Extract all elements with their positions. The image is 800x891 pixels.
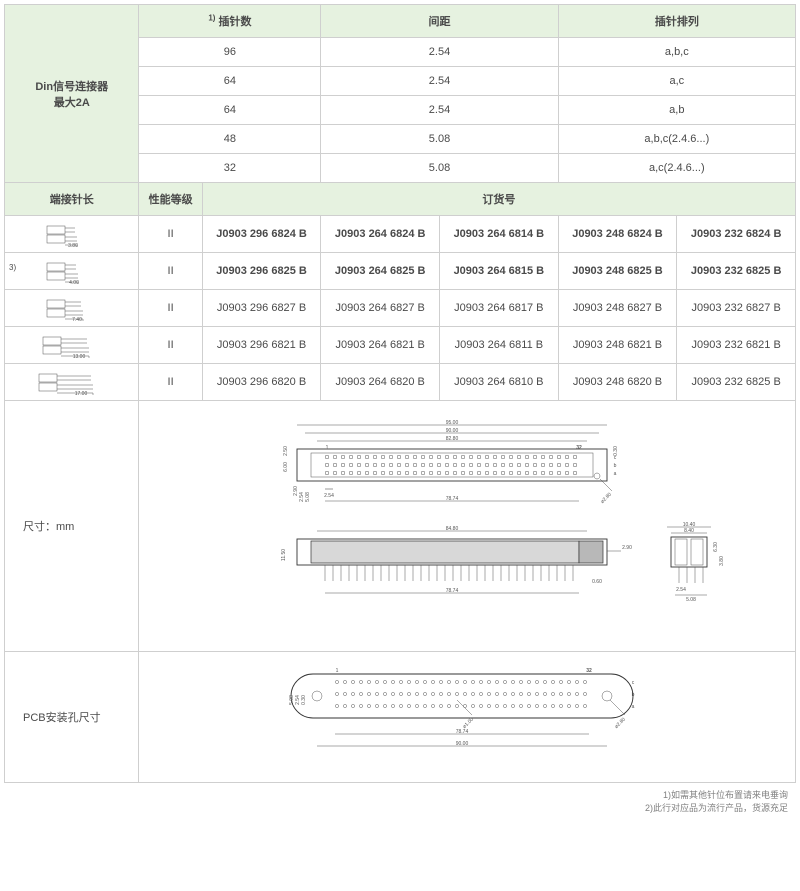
- table-row: 17.00 II J0903 296 6820 B J0903 264 6820…: [5, 364, 796, 401]
- svg-text:13.00: 13.00: [72, 354, 85, 359]
- svg-text:0.30: 0.30: [613, 446, 619, 456]
- pin-icon-cell: 7.40: [5, 290, 139, 327]
- svg-text:8.40: 8.40: [684, 528, 694, 534]
- table-row: 3.80 II J0903 296 6824 B J0903 264 6824 …: [5, 216, 796, 253]
- svg-text:c: c: [632, 680, 635, 686]
- svg-text:⌀2.80: ⌀2.80: [600, 492, 613, 505]
- terminal-icon: 13.00: [39, 331, 105, 359]
- svg-text:a: a: [632, 704, 635, 710]
- pcb-drawing-icon: 1 32 c b a ⌀1.00 ⌀2.80 5.08 2.54 0.30 78…: [187, 662, 747, 772]
- svg-text:2.50: 2.50: [283, 446, 289, 456]
- svg-text:0.60: 0.60: [592, 579, 602, 585]
- svg-text:17.00: 17.00: [74, 391, 87, 396]
- col-header-pitch: 间距: [321, 5, 558, 38]
- svg-text:b: b: [614, 463, 617, 469]
- svg-text:32: 32: [586, 668, 592, 674]
- table-row: 3) 4.00 II J0903 296 6825 B J0903 264 68…: [5, 253, 796, 290]
- svg-text:2.90: 2.90: [622, 545, 632, 551]
- col-header-pins: 1) 插针数: [139, 5, 321, 38]
- svg-text:78.74: 78.74: [446, 496, 459, 502]
- svg-text:4.00: 4.00: [69, 280, 79, 285]
- svg-text:a: a: [614, 471, 617, 477]
- col-header-order: 订货号: [202, 183, 795, 216]
- pcb-label: PCB安装孔尺寸: [5, 652, 139, 783]
- pcb-drawing-cell: 1 32 c b a ⌀1.00 ⌀2.80 5.08 2.54 0.30 78…: [139, 652, 796, 783]
- spec-table: Din信号连接器 最大2A 1) 插针数 间距 插针排列 96 2.54 a,b…: [4, 4, 796, 783]
- svg-text:82.80: 82.80: [446, 436, 459, 442]
- svg-text:5.08: 5.08: [686, 597, 696, 603]
- svg-text:6.00: 6.00: [283, 462, 289, 472]
- svg-text:5.08: 5.08: [305, 492, 311, 502]
- dims-label: 尺寸：mm: [5, 401, 139, 652]
- connector-drawing-icon: 95.00 90.00 82.80 1 32 c b a 6.00 2.50: [187, 411, 747, 641]
- col-header-pinlen: 端接针长: [5, 183, 139, 216]
- svg-text:7.40: 7.40: [72, 317, 82, 322]
- svg-text:90.00: 90.00: [456, 741, 469, 747]
- table-row: 7.40 II J0903 296 6827 B J0903 264 6827 …: [5, 290, 796, 327]
- terminal-icon: 4.00: [41, 257, 103, 285]
- svg-text:0.30: 0.30: [301, 695, 307, 705]
- svg-text:84.80: 84.80: [446, 526, 459, 532]
- pin-icon-cell: 3) 4.00: [5, 253, 139, 290]
- svg-text:⌀2.80: ⌀2.80: [614, 717, 627, 730]
- svg-text:2.54: 2.54: [676, 587, 686, 593]
- svg-text:78.74: 78.74: [446, 588, 459, 594]
- svg-text:3.80: 3.80: [719, 556, 725, 566]
- svg-text:90.00: 90.00: [446, 428, 459, 434]
- terminal-icon: 7.40: [41, 294, 103, 322]
- svg-text:3.80: 3.80: [68, 243, 78, 248]
- svg-text:1: 1: [336, 668, 339, 674]
- svg-text:11.50: 11.50: [281, 549, 287, 561]
- svg-text:1: 1: [326, 445, 329, 451]
- dims-drawing-cell: 95.00 90.00 82.80 1 32 c b a 6.00 2.50: [139, 401, 796, 652]
- row-header-din: Din信号连接器 最大2A: [5, 5, 139, 183]
- pin-icon-cell: 13.00: [5, 327, 139, 364]
- col-header-grade: 性能等级: [139, 183, 202, 216]
- svg-text:95.00: 95.00: [446, 420, 459, 426]
- col-header-arrangement: 插针排列: [558, 5, 795, 38]
- row-header-din-l1: Din信号连接器 最大2A: [35, 81, 108, 109]
- row-sup: 3): [9, 263, 16, 272]
- footnotes: 1)如需其他针位布置请来电垂询 2)此行对应品为流行产品，货源充足: [4, 783, 796, 814]
- pin-icon-cell: 3.80: [5, 216, 139, 253]
- svg-text:⌀1.00: ⌀1.00: [462, 717, 475, 730]
- svg-text:2.54: 2.54: [324, 493, 334, 499]
- table-row: 13.00 II J0903 296 6821 B J0903 264 6821…: [5, 327, 796, 364]
- svg-text:6.30: 6.30: [713, 542, 719, 552]
- pin-icon-cell: 17.00: [5, 364, 139, 401]
- terminal-icon: 3.80: [41, 220, 103, 248]
- terminal-icon: 17.00: [37, 368, 107, 396]
- svg-text:78.74: 78.74: [456, 729, 469, 735]
- svg-text:32: 32: [576, 445, 582, 451]
- svg-text:b: b: [632, 692, 635, 698]
